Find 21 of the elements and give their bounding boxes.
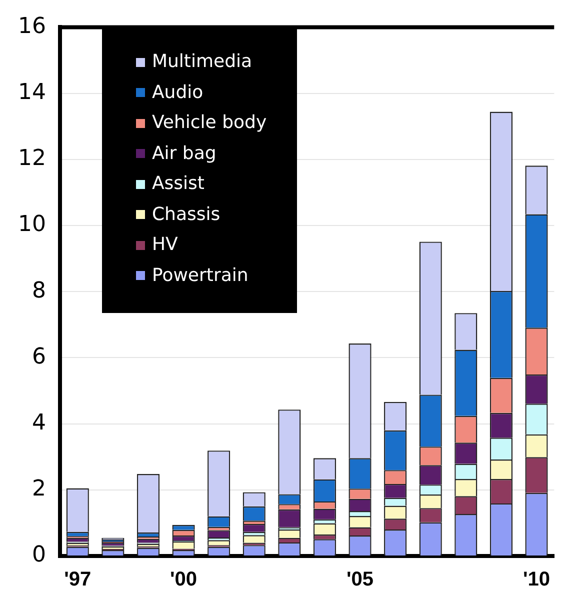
y-tick-label: 12: [18, 146, 46, 172]
y-tick-label: 6: [32, 344, 46, 370]
y-tick-label: 4: [32, 410, 46, 436]
x-tick-label: '97: [64, 568, 92, 591]
y-tick-label: 2: [32, 476, 46, 502]
y-tick-label: 0: [32, 542, 46, 568]
legend-label: Powertrain: [150, 264, 250, 288]
legend-label: Assist: [150, 172, 206, 196]
x-tick-label: '00: [170, 568, 198, 591]
legend-label: Chassis: [150, 202, 222, 227]
legend-label: HV: [150, 233, 179, 258]
legend-label: Audio: [150, 80, 204, 105]
y-tick-label: 14: [18, 80, 46, 106]
legend-label: Vehicle body: [150, 111, 267, 136]
y-tick-label: 16: [18, 14, 46, 39]
y-tick-label: 8: [32, 278, 46, 304]
legend-label: Multimedia: [150, 50, 254, 74]
y-tick-label: 10: [18, 212, 46, 238]
legend-label: Air bag: [150, 142, 218, 166]
x-tick-label: '05: [346, 568, 374, 591]
x-tick-label: '10: [522, 568, 550, 591]
